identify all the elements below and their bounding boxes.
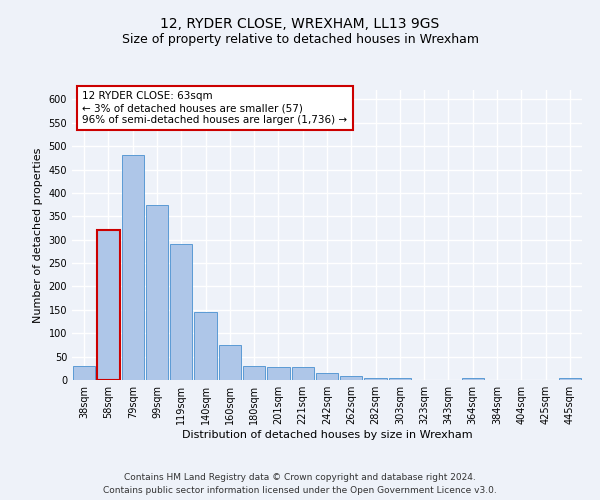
Bar <box>170 244 193 380</box>
Bar <box>461 378 484 380</box>
Bar <box>73 366 95 380</box>
Bar <box>267 367 290 380</box>
Bar <box>364 378 387 380</box>
Bar <box>389 378 411 380</box>
Bar <box>194 312 217 380</box>
Bar <box>340 376 362 380</box>
Bar <box>243 366 265 380</box>
Bar <box>146 204 168 380</box>
Y-axis label: Number of detached properties: Number of detached properties <box>33 148 43 322</box>
Text: Contains HM Land Registry data © Crown copyright and database right 2024.
Contai: Contains HM Land Registry data © Crown c… <box>103 474 497 495</box>
Text: 12, RYDER CLOSE, WREXHAM, LL13 9GS: 12, RYDER CLOSE, WREXHAM, LL13 9GS <box>160 18 440 32</box>
Bar <box>316 373 338 380</box>
Bar <box>97 230 119 380</box>
Bar <box>559 378 581 380</box>
Bar <box>292 368 314 380</box>
X-axis label: Distribution of detached houses by size in Wrexham: Distribution of detached houses by size … <box>182 430 472 440</box>
Bar <box>122 156 144 380</box>
Text: 12 RYDER CLOSE: 63sqm
← 3% of detached houses are smaller (57)
96% of semi-detac: 12 RYDER CLOSE: 63sqm ← 3% of detached h… <box>82 92 347 124</box>
Text: Size of property relative to detached houses in Wrexham: Size of property relative to detached ho… <box>121 32 479 46</box>
Bar <box>218 345 241 380</box>
